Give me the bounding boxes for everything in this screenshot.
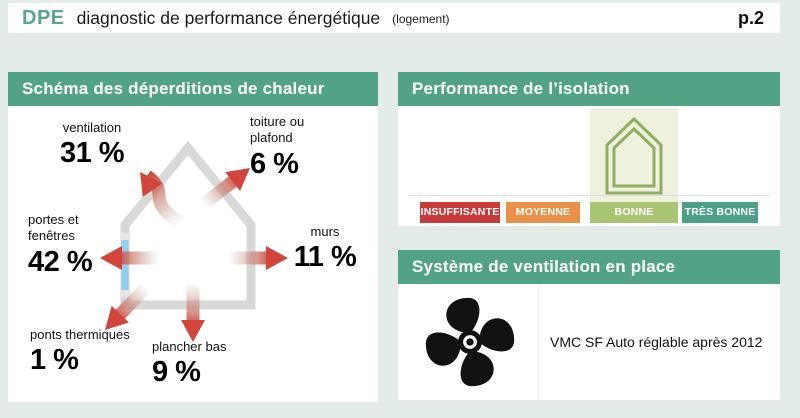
insulation-rating-scale: INSUFFISANTE MOYENNE BONNE TRÈS BONNE xyxy=(420,202,758,223)
loss-value: 9 % xyxy=(152,356,201,389)
level-insuffisante: INSUFFISANTE xyxy=(420,202,500,223)
dpe-logo: DPE xyxy=(22,6,65,29)
ventilation-info: VMC SF Auto réglable après 2012 xyxy=(398,284,780,400)
level-bonne-selected: BONNE xyxy=(590,202,678,223)
insulated-house-icon xyxy=(605,116,663,195)
loss-item-doors-windows: portes et fenêtres 42 % xyxy=(28,212,106,279)
loss-label: murs xyxy=(310,224,340,239)
insulation-scale: INSUFFISANTE MOYENNE BONNE TRÈS BONNE xyxy=(398,106,780,226)
loss-item-walls: murs 11 % xyxy=(288,224,362,274)
icon-text-divider xyxy=(538,284,539,400)
loss-value: 42 % xyxy=(28,245,93,278)
page-number: p.2 xyxy=(737,7,764,28)
page-subtitle: (logement) xyxy=(392,12,450,26)
heat-loss-panel: Schéma des déperditions de chaleur xyxy=(8,72,378,402)
window-frame-bottom xyxy=(120,290,130,297)
loss-label: toiture ou plafond xyxy=(250,114,305,146)
ventilation-panel: Système de ventilation en place VMC SF A… xyxy=(398,250,780,400)
header-bar: DPE diagnostic de performance énergétiqu… xyxy=(8,3,780,33)
loss-label: portes et fenêtres xyxy=(28,212,79,244)
loss-value: 6 % xyxy=(250,147,299,180)
loss-item-ventilation: ventilation 31 % xyxy=(32,120,152,170)
insulation-panel: Performance de l’isolation INSUFFISANTE … xyxy=(398,72,780,226)
loss-item-floor: plancher bas 9 % xyxy=(152,339,272,389)
heat-loss-diagram: ventilation 31 % toiture ou plafond 6 % … xyxy=(8,106,378,402)
loss-item-roof: toiture ou plafond 6 % xyxy=(250,114,328,181)
arrow-floor xyxy=(181,284,205,342)
level-moyenne: MOYENNE xyxy=(506,202,580,223)
level-tres-bonne: TRÈS BONNE xyxy=(682,202,758,223)
ventilation-panel-title: Système de ventilation en place xyxy=(398,250,780,284)
loss-value: 1 % xyxy=(30,344,79,377)
scale-baseline xyxy=(408,195,770,196)
loss-item-thermal-bridges: ponts thermiques 1 % xyxy=(30,327,170,377)
ventilation-description: VMC SF Auto réglable après 2012 xyxy=(550,334,763,350)
loss-value: 31 % xyxy=(59,137,125,170)
page-title: diagnostic de performance énergétique xyxy=(76,7,381,28)
loss-label: plancher bas xyxy=(152,339,227,354)
house-heat-loss-illustration xyxy=(8,140,378,402)
insulation-panel-title: Performance de l’isolation xyxy=(398,72,780,106)
loss-label: ponts thermiques xyxy=(30,327,130,342)
loss-value: 11 % xyxy=(293,241,357,274)
fan-icon xyxy=(425,297,515,387)
heat-loss-panel-title: Schéma des déperditions de chaleur xyxy=(8,72,378,106)
loss-label: ventilation xyxy=(62,120,122,135)
window-frame-top xyxy=(120,233,130,240)
arrow-walls xyxy=(230,246,288,270)
arrow-ventilation xyxy=(140,170,185,229)
